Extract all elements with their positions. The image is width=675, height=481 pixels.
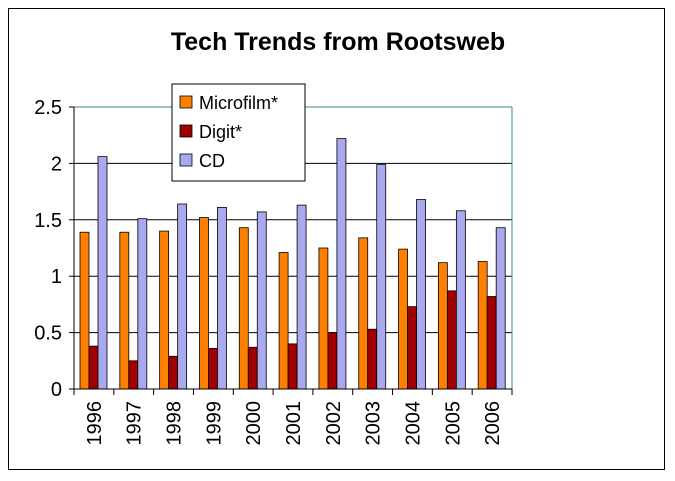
x-tick-label: 2000 [243,401,265,446]
bar-digit-1997 [128,360,139,390]
bar-microfilm-2001 [278,252,289,390]
legend-label: Digit* [199,122,242,142]
y-tick-label: 0 [51,379,62,401]
bar-cd-2006 [495,227,506,390]
x-tick-label: 2003 [363,401,385,446]
bar-cd-1998 [177,203,188,390]
bar-digit-2000 [247,346,258,390]
x-tick-label: 1998 [164,401,186,446]
x-tick-label: 2004 [402,401,424,446]
bar-cd-2005 [455,210,466,390]
legend-swatch [179,124,193,138]
bar-microfilm-1999 [199,217,209,390]
bar-microfilm-1996 [79,231,90,390]
bar-cd-1999 [217,206,227,390]
legend-box [171,83,306,182]
chart-frame [8,8,665,470]
bar-digit-1998 [168,355,179,390]
bar-digit-1999 [208,347,218,390]
bars-group [79,138,506,390]
x-tick-label: 2002 [323,401,345,446]
y-axis-ticks: 0 0.5 1 1.5 2 2.5 [34,97,74,401]
bar-microfilm-2002 [318,247,329,390]
bar-digit-2004 [407,306,417,390]
bar-digit-2006 [486,296,497,390]
bar-digit-2001 [287,343,298,390]
y-tick-label: 1.5 [34,210,62,232]
chart-title: Tech Trends from Rootsweb [171,28,505,56]
bar-cd-1996 [97,156,108,390]
bar-microfilm-2005 [437,262,448,390]
x-tick-label: 2001 [283,401,305,446]
x-axis-ticks: 1996 1997 1998 1999 2000 2001 2002 2003 2004 2005… [73,389,513,446]
x-tick-label: 1997 [124,401,146,446]
legend-swatch [179,153,193,167]
bar-cd-2000 [256,211,267,390]
y-tick-label: 0.5 [34,323,62,345]
bar-microfilm-2003 [358,237,369,390]
x-tick-label: 2006 [482,401,504,446]
y-tick-label: 2 [51,153,62,175]
x-tick-label: 2005 [442,401,464,446]
bar-digit-2002 [327,332,338,390]
y-tick-label: 2.5 [34,97,62,119]
legend: Microfilm* Digit* CD [171,83,306,182]
bar-cd-1997 [137,218,148,390]
bar-microfilm-2004 [398,248,408,390]
x-tick-label: 1999 [203,401,225,446]
bar-digit-2003 [367,328,378,390]
legend-label: CD [199,151,225,171]
bar-microfilm-1997 [119,231,130,390]
bar-cd-2003 [376,164,387,390]
bar-digit-1996 [88,345,99,390]
legend-label: Microfilm* [199,93,278,113]
bar-digit-2005 [446,290,457,390]
bar-cd-2001 [296,204,307,390]
legend-swatch [179,95,193,109]
y-tick-label: 1 [51,266,62,288]
bar-cd-2004 [416,199,426,390]
bar-microfilm-2000 [238,227,249,390]
bar-microfilm-2006 [477,261,488,390]
bar-microfilm-1998 [159,230,170,390]
bar-cd-2002 [336,138,347,390]
x-tick-label: 1996 [84,401,106,446]
